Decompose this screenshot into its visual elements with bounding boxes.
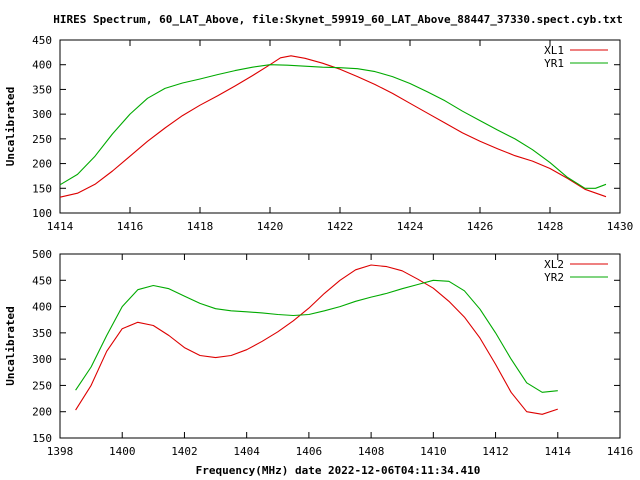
x-tick-label: 1410 — [420, 445, 447, 458]
figure-title: HIRES Spectrum, 60_LAT_Above, file:Skyne… — [53, 13, 623, 26]
y-tick-label: 300 — [32, 353, 52, 366]
x-tick-label: 1416 — [117, 220, 144, 233]
y-tick-label: 450 — [32, 34, 52, 47]
x-tick-label: 1412 — [482, 445, 509, 458]
y-tick-label: 450 — [32, 274, 52, 287]
legend-label: YR2 — [544, 271, 564, 284]
x-tick-label: 1416 — [607, 445, 634, 458]
y-tick-label: 350 — [32, 83, 52, 96]
y-tick-label: 500 — [32, 248, 52, 261]
y-tick-label: 100 — [32, 207, 52, 220]
x-tick-label: 1430 — [607, 220, 634, 233]
x-tick-label: 1402 — [171, 445, 198, 458]
x-tick-label: 1428 — [537, 220, 564, 233]
x-axis-label: Frequency(MHz) date 2022-12-06T04:11:34.… — [196, 464, 481, 477]
y-tick-label: 400 — [32, 301, 52, 314]
x-tick-label: 1420 — [257, 220, 284, 233]
y-tick-label: 150 — [32, 182, 52, 195]
series-line-yr2 — [75, 279, 558, 393]
legend-label: XL1 — [544, 44, 564, 57]
x-tick-label: 1422 — [327, 220, 354, 233]
plot-frame — [59, 253, 621, 439]
x-tick-label: 1400 — [109, 445, 136, 458]
x-tick-label: 1414 — [47, 220, 74, 233]
y-tick-label: 250 — [32, 379, 52, 392]
y-tick-label: 200 — [32, 406, 52, 419]
x-tick-label: 1404 — [233, 445, 260, 458]
x-tick-label: 1424 — [397, 220, 424, 233]
x-tick-label: 1414 — [545, 445, 572, 458]
top-spectrum-panel: 1414 1416 1418 1420 1422 1424 1426 1428 1430 100 1… — [4, 34, 633, 233]
x-tick-label: 1418 — [187, 220, 214, 233]
x-tick-label: 1406 — [296, 445, 323, 458]
series-line-yr1 — [59, 64, 607, 189]
legend-label: XL2 — [544, 258, 564, 271]
legend-label: YR1 — [544, 57, 564, 70]
y-tick-label: 400 — [32, 59, 52, 72]
x-tick-label: 1398 — [47, 445, 74, 458]
y-tick-label: 300 — [32, 108, 52, 121]
y-tick-label: 350 — [32, 327, 52, 340]
bottom-spectrum-panel: 1398 1400 1402 1404 1406 1408 1410 1412 1414 1416… — [4, 248, 633, 458]
y-tick-label: 150 — [32, 432, 52, 445]
x-tick-label: 1408 — [358, 445, 385, 458]
y-axis-label: Uncalibrated — [4, 306, 17, 385]
y-tick-label: 250 — [32, 133, 52, 146]
plot-frame — [59, 39, 621, 214]
y-axis-label: Uncalibrated — [4, 87, 17, 166]
series-line-xl2 — [75, 264, 558, 415]
series-line-xl1 — [59, 55, 607, 198]
x-tick-label: 1426 — [467, 220, 494, 233]
y-tick-label: 200 — [32, 158, 52, 171]
